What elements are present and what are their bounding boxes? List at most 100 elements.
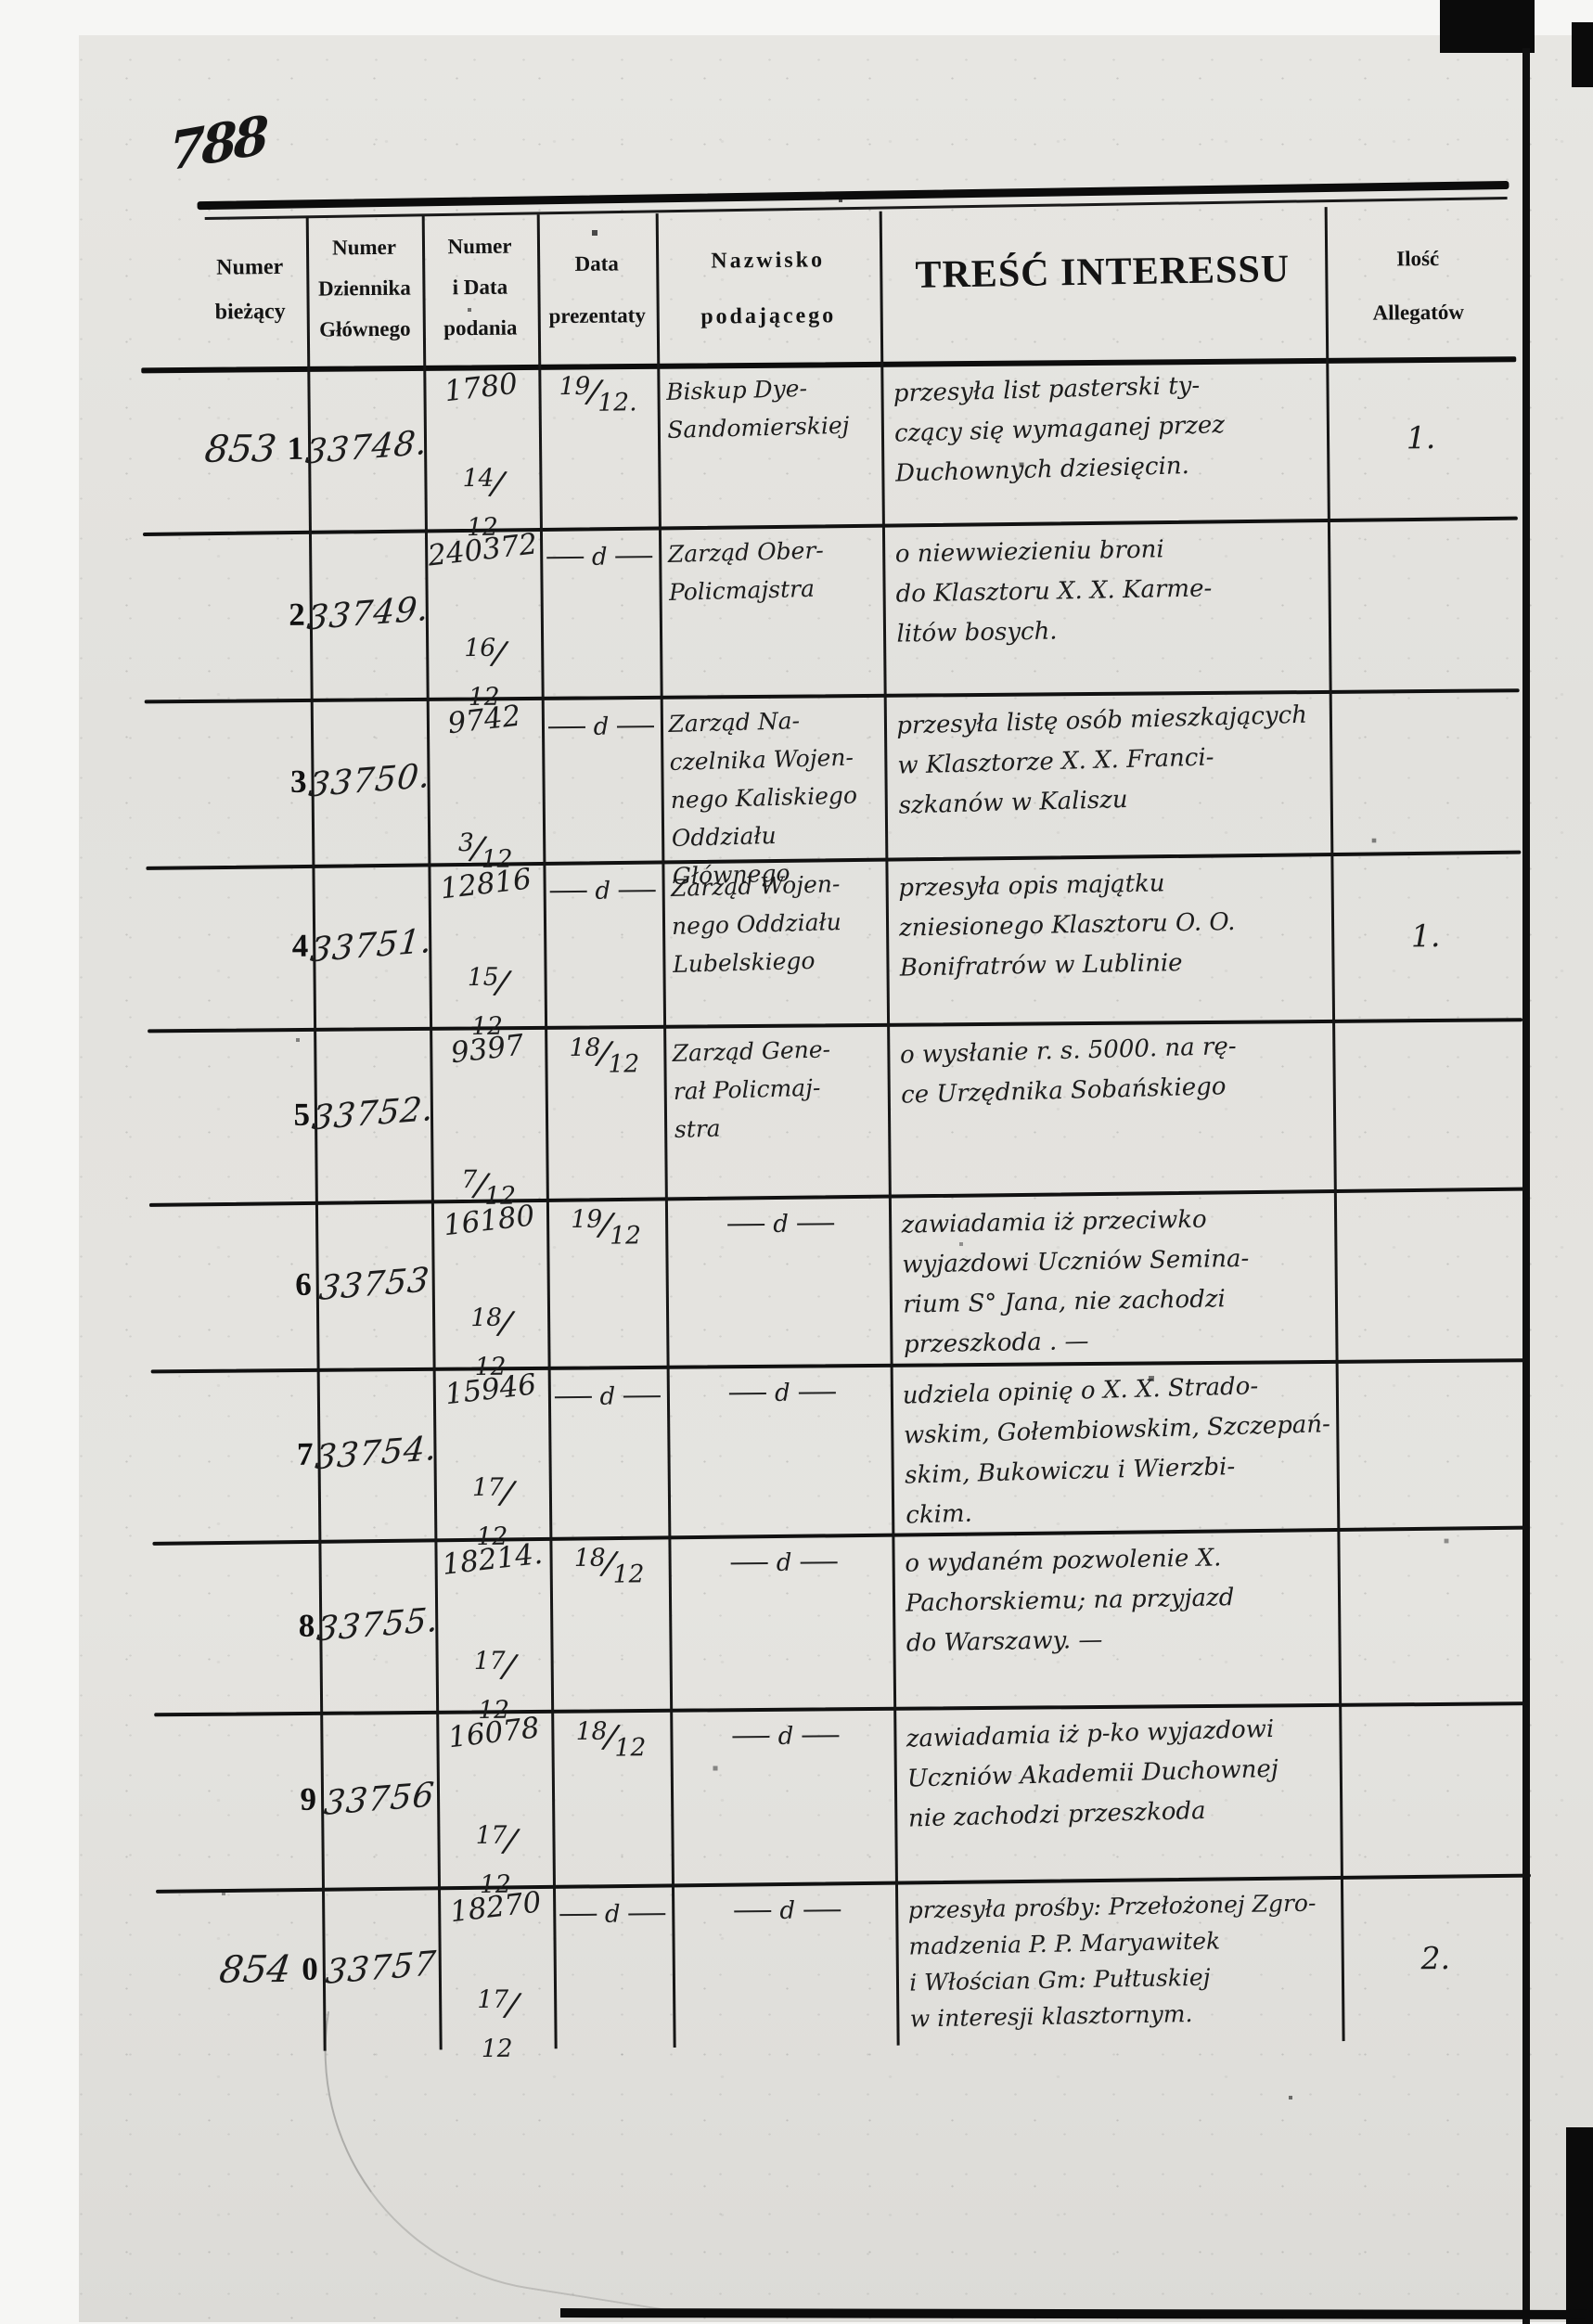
cell-numer-dziennika: 33750. bbox=[306, 756, 432, 805]
ditto-mark: d bbox=[546, 535, 653, 571]
ditto-mark: d bbox=[730, 1541, 838, 1577]
cell-numer-podania: 12816 15/12 bbox=[438, 862, 533, 1042]
cell-nazwisko: Zarząd Na- czelnika Wojen- nego Kaliskie… bbox=[668, 707, 858, 890]
column-header-nazwisko: Nazwisko podającego bbox=[700, 248, 837, 329]
cell-nazwisko: d bbox=[668, 1534, 893, 1709]
table-row: 3 33750. 9742 3/12 d Zarząd Na- czelnika Woje… bbox=[0, 687, 1590, 890]
cell-numer-podania: 9397 7/12 bbox=[449, 1028, 526, 1212]
table-border-top bbox=[197, 180, 1509, 211]
cell-tresc-interessu: o wysłanie r. s. 5000. na rę- ce Urzędni… bbox=[899, 1032, 1237, 1110]
ditto-mark: d bbox=[559, 1893, 666, 1929]
cell-ilosc-allegatow: 1. bbox=[1406, 419, 1436, 456]
cell-numer-podania: 16180 18/12 bbox=[442, 1199, 537, 1382]
cell-ilosc-allegatow bbox=[1336, 1357, 1526, 1529]
cell-tresc-interessu: o wydaném pozwolenie X. Pachorskiemu; na… bbox=[905, 1544, 1235, 1658]
cell-ilosc-allegatow: 2. bbox=[1420, 1939, 1451, 1977]
cell-tresc-interessu: przesyła list pasterski ty- czący się wy… bbox=[893, 371, 1226, 488]
cell-numer-biezacy: 8 bbox=[298, 1607, 315, 1644]
cell-ilosc-allegatow bbox=[1334, 1188, 1524, 1359]
cell-data-prezentaty: d bbox=[540, 526, 661, 697]
cell-numer-biezacy: 4 bbox=[291, 927, 309, 964]
column-header-ilosc-allegatow: Ilość Allegatów bbox=[1372, 246, 1465, 325]
ditto-mark: d bbox=[729, 1371, 836, 1407]
table-row: 7 33754. 15946 17/12 d d udziela opinię o X. X… bbox=[3, 1356, 1593, 1552]
film-edge-line bbox=[1522, 48, 1530, 2324]
cell-tresc-interessu: udziela opinię o X. X. Strado- wskim, Go… bbox=[902, 1372, 1331, 1530]
cell-ilosc-allegatow bbox=[1332, 1017, 1522, 1190]
table-row: 6 33753 16180 18/12 19/12 d zawiadamia iż prze… bbox=[1, 1188, 1593, 1382]
cell-nazwisko: d bbox=[672, 1881, 897, 2048]
cell-nazwisko: Zarząd Wojen- nego Oddziału Lubelskiego bbox=[670, 870, 842, 978]
cell-numer-podania: 9742 3/12 bbox=[445, 699, 523, 875]
cell-data-prezentaty: 18/12 bbox=[573, 1543, 645, 1589]
table-lines bbox=[0, 0, 1582, 2051]
cell-numer-dziennika: 33752. bbox=[309, 1089, 436, 1138]
table-row: 8 33755. 18214. 17/12 18/12 d o wydaném pozwol… bbox=[4, 1526, 1593, 1726]
cell-numer-podania: 18270 17/12 bbox=[448, 1885, 544, 2064]
cell-ilosc-allegatow: 1. bbox=[1410, 917, 1441, 954]
cell-data-prezentaty: 18/12 bbox=[569, 1033, 640, 1079]
cell-numer-biezacy: 7 bbox=[296, 1435, 314, 1472]
cell-numer-dziennika: 33757 bbox=[323, 1945, 438, 1992]
cell-numer-podania: 240372 16/12 bbox=[426, 527, 539, 713]
cell-tresc-interessu: zawiadamia iż p-ko wyjazdowi Uczniów Aka… bbox=[906, 1714, 1279, 1833]
cell-nazwisko: Biskup Dye- Sandomierskiej bbox=[665, 374, 850, 443]
cell-numer-biezacy: 5 bbox=[293, 1096, 311, 1133]
column-header-tresc-interessu: TREŚĆ INTERESSU bbox=[915, 248, 1291, 297]
cell-numer-dziennika: 33756 bbox=[322, 1775, 437, 1823]
paper-background bbox=[79, 35, 1593, 2322]
column-header-numer-biezacy: Numer bieżący bbox=[214, 254, 286, 325]
cell-nazwisko: d bbox=[670, 1707, 895, 1883]
cell-numer-biezacy: 3 bbox=[289, 763, 307, 800]
cell-numer-dziennika: 33753 bbox=[316, 1260, 431, 1308]
cell-numer-biezacy: 853 1 bbox=[202, 427, 304, 471]
cell-data-prezentaty: d bbox=[543, 860, 663, 1026]
cell-ilosc-allegatow bbox=[1339, 1701, 1529, 1877]
ditto-mark: d bbox=[732, 1714, 840, 1751]
cell-ilosc-allegatow bbox=[1337, 1527, 1527, 1702]
film-edge-bottom-bar bbox=[1566, 2127, 1593, 2324]
cell-data-prezentaty: d bbox=[548, 1366, 669, 1536]
column-header-data-prezentaty: Data prezentaty bbox=[548, 251, 647, 328]
cell-ilosc-allegatow bbox=[1328, 518, 1518, 689]
ditto-mark: d bbox=[727, 1202, 834, 1239]
table-row: 854 0 33757 18270 17/12 d d przesyła prośby: Pr… bbox=[7, 1874, 1593, 2064]
cell-data-prezentaty: 19/12. bbox=[559, 371, 637, 418]
table-row: 2 33749. 240372 16/12 d Zarząd Ober- Policmaj… bbox=[0, 517, 1589, 713]
cell-nazwisko: Zarząd Gene- rał Policmaj- stra bbox=[672, 1035, 831, 1143]
ditto-mark: d bbox=[547, 705, 655, 741]
cell-numer-dziennika: 33755. bbox=[315, 1600, 441, 1650]
cell-tresc-interessu: przesyła listę osób mieszkających w Klas… bbox=[895, 700, 1308, 820]
cell-numer-dziennika: 33751. bbox=[307, 921, 434, 970]
ditto-mark: d bbox=[734, 1889, 841, 1925]
cell-numer-biezacy: 9 bbox=[300, 1780, 317, 1817]
cell-numer-podania: 16078 17/12 bbox=[446, 1711, 542, 1900]
cell-nazwisko: Zarząd Ober- Policmajstra bbox=[667, 536, 825, 606]
cell-nazwisko: d bbox=[667, 1364, 893, 1535]
cell-data-prezentaty: d bbox=[542, 696, 662, 861]
cell-tresc-interessu: zawiadamia iż przeciwko wyjazdowi Ucznió… bbox=[901, 1205, 1250, 1359]
ditto-mark: d bbox=[549, 869, 657, 905]
cell-numer-dziennika: 33754. bbox=[313, 1429, 439, 1478]
column-header-numer-podania: Numer i Data podania bbox=[443, 234, 518, 340]
table-row: 853 1 33748. 1780 14/12 19/12. Biskup Dye- San… bbox=[0, 354, 1587, 543]
table-row: 5 33752. 9397 7/12 18/12 Zarząd Gene- rał Pol… bbox=[0, 1016, 1593, 1212]
cell-numer-podania: 1780 14/12 bbox=[443, 366, 520, 543]
cell-ilosc-allegatow bbox=[1330, 687, 1520, 854]
cell-data-prezentaty: d bbox=[553, 1883, 674, 2048]
cell-numer-podania: 15946 17/12 bbox=[443, 1367, 538, 1552]
table-row: 4 33751. 12816 15/12 d Zarząd Wojen- nego Odd… bbox=[0, 851, 1592, 1042]
film-edge-top-bar bbox=[1440, 0, 1535, 53]
film-edge-corner-bar bbox=[1572, 22, 1593, 87]
cell-numer-biezacy: 6 bbox=[295, 1265, 312, 1303]
table-body: 853 1 33748. 1780 14/12 19/12. Biskup Dye- San… bbox=[0, 0, 1582, 2064]
cell-numer-biezacy: 2 bbox=[289, 596, 305, 633]
cell-numer-dziennika: 33749. bbox=[304, 589, 431, 638]
cell-tresc-interessu: o niewwiezieniu broni do Klasztoru X. X.… bbox=[894, 535, 1213, 648]
cell-tresc-interessu: przesyła opis majątku zniesionego Klaszt… bbox=[898, 869, 1236, 982]
cell-numer-biezacy: 854 0 bbox=[216, 1947, 319, 1992]
cell-numer-dziennika: 33748. bbox=[302, 423, 430, 472]
cell-numer-podania: 18214. 17/12 bbox=[440, 1536, 545, 1726]
